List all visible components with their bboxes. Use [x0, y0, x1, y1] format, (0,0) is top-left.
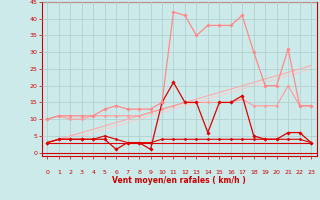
X-axis label: Vent moyen/en rafales ( km/h ): Vent moyen/en rafales ( km/h ) — [112, 176, 246, 185]
